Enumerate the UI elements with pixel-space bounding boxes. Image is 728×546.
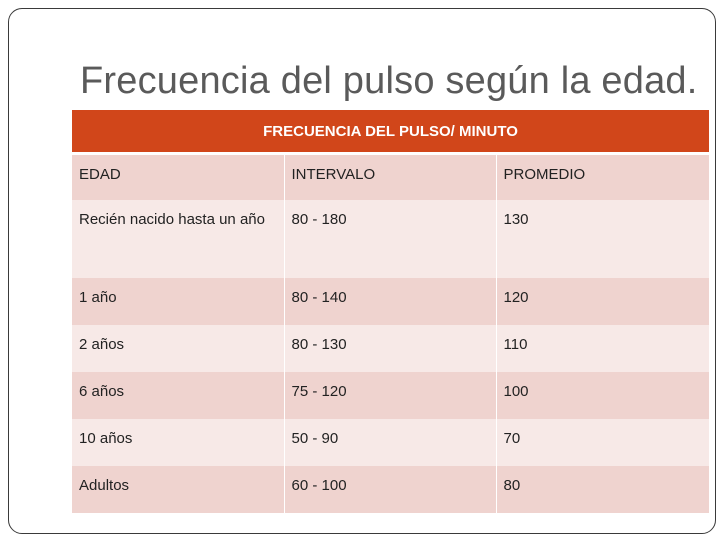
pulse-frequency-table: FRECUENCIA DEL PULSO/ MINUTO EDAD INTERV… [72, 110, 710, 513]
cell-intervalo: 80 - 180 [284, 199, 497, 278]
table-row: 6 años 75 - 120 100 [72, 371, 710, 419]
cell-edad: 1 año [72, 277, 285, 325]
column-header-row: EDAD INTERVALO PROMEDIO [72, 153, 710, 200]
cell-promedio: 80 [496, 465, 710, 513]
slide-title: Frecuencia del pulso según la edad. [80, 60, 698, 102]
cell-edad: 2 años [72, 324, 285, 372]
table-row: Adultos 60 - 100 80 [72, 465, 710, 513]
cell-edad: Recién nacido hasta un año [72, 199, 285, 278]
cell-promedio: 100 [496, 371, 710, 419]
cell-intervalo: 60 - 100 [284, 465, 497, 513]
cell-intervalo: 80 - 140 [284, 277, 497, 325]
table-main-header: FRECUENCIA DEL PULSO/ MINUTO [72, 110, 710, 155]
table-row: 1 año 80 - 140 120 [72, 277, 710, 325]
cell-promedio: 130 [496, 199, 710, 278]
cell-intervalo: 50 - 90 [284, 418, 497, 466]
column-header-promedio: PROMEDIO [496, 153, 710, 200]
cell-intervalo: 75 - 120 [284, 371, 497, 419]
column-header-intervalo: INTERVALO [284, 153, 497, 200]
cell-promedio: 110 [496, 324, 710, 372]
cell-intervalo: 80 - 130 [284, 324, 497, 372]
table-row: 10 años 50 - 90 70 [72, 418, 710, 466]
table-row: 2 años 80 - 130 110 [72, 324, 710, 372]
cell-edad: 6 años [72, 371, 285, 419]
cell-promedio: 120 [496, 277, 710, 325]
cell-promedio: 70 [496, 418, 710, 466]
column-header-edad: EDAD [72, 153, 285, 200]
cell-edad: 10 años [72, 418, 285, 466]
cell-edad: Adultos [72, 465, 285, 513]
table-row: Recién nacido hasta un año 80 - 180 130 [72, 199, 710, 278]
